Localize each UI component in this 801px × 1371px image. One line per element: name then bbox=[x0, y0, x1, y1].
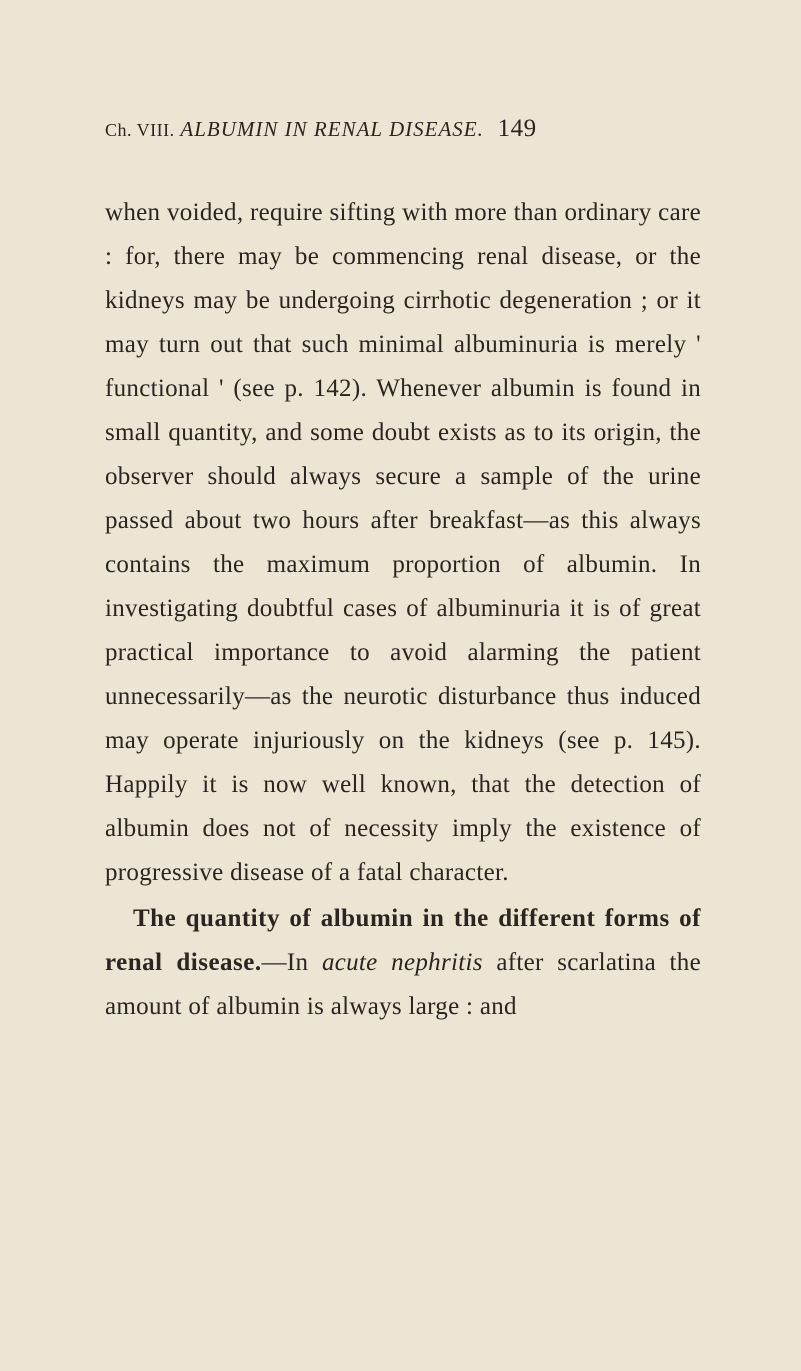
page-number: 149 bbox=[498, 115, 537, 142]
body-paragraph-2: The quantity of albumin in the different… bbox=[105, 897, 701, 1029]
para2-prefix: —In bbox=[262, 949, 322, 976]
para2-italic-term: acute nephritis bbox=[322, 949, 483, 976]
page-header: Ch. VIII. ALBUMIN IN RENAL DISEASE. 149 bbox=[105, 115, 701, 143]
body-paragraph-1: when voided, require sifting with more t… bbox=[105, 191, 701, 895]
chapter-reference: Ch. VIII. bbox=[105, 120, 175, 140]
running-title: ALBUMIN IN RENAL DISEASE. bbox=[180, 117, 483, 141]
